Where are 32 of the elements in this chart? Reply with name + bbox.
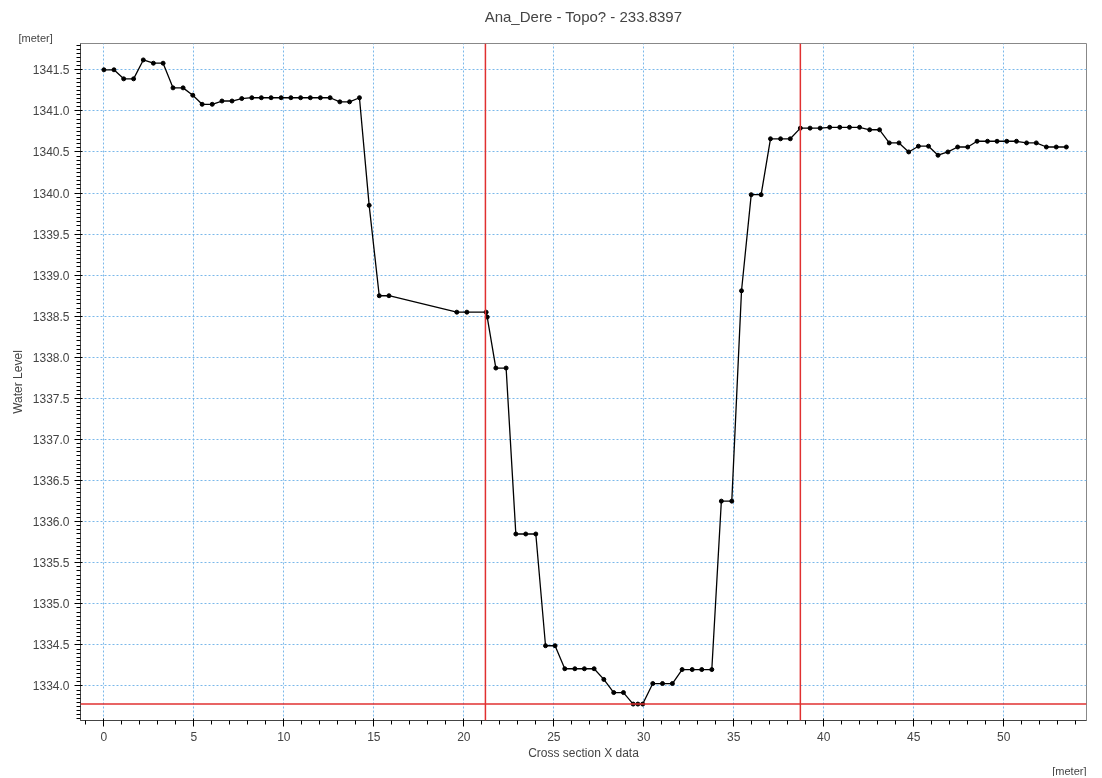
x-tick-label: 50 bbox=[997, 729, 1011, 744]
x-tick-label: 15 bbox=[367, 729, 381, 744]
y-tick-label: 1337.5 bbox=[32, 391, 70, 406]
x-tick-label: 30 bbox=[637, 729, 651, 744]
y-axis-title: Water Level bbox=[10, 350, 25, 414]
y-tick-label: 1339.5 bbox=[32, 227, 70, 242]
y-tick-label: 1335.5 bbox=[32, 556, 70, 571]
y-tick-label: 1340.5 bbox=[32, 145, 70, 160]
x-axis-title: Cross section X data bbox=[528, 745, 640, 760]
x-tick-label: 0 bbox=[100, 729, 108, 744]
x-tick-label: 40 bbox=[817, 729, 831, 744]
y-tick-label: 1341.5 bbox=[32, 63, 70, 78]
x-tick-label: 35 bbox=[727, 729, 741, 744]
y-tick-label: 1339.0 bbox=[32, 268, 70, 283]
x-tick-label: 20 bbox=[457, 729, 471, 744]
text: [meter] bbox=[18, 31, 53, 44]
y-tick-label: 1334.5 bbox=[32, 638, 70, 653]
y-tick-label: 1336.5 bbox=[32, 474, 70, 489]
x-tick-label: 25 bbox=[547, 729, 561, 744]
y-tick-label: 1338.5 bbox=[32, 309, 70, 324]
y-tick-label: 1334.0 bbox=[32, 679, 70, 694]
x-tick-label: 10 bbox=[277, 729, 291, 744]
y-tick-label: 1340.0 bbox=[32, 186, 70, 201]
y-tick-label: 1336.0 bbox=[32, 515, 70, 530]
x-tick-label: 5 bbox=[190, 729, 198, 744]
y-tick-label: 1335.0 bbox=[32, 597, 70, 612]
y-tick-label: 1341.0 bbox=[32, 104, 70, 119]
y-tick-label: 1337.0 bbox=[32, 433, 70, 448]
y-tick-label: 1338.0 bbox=[32, 350, 70, 365]
chart-title: Ana_Dere - Topo? - 233.8397 bbox=[484, 7, 683, 25]
text: [meter] bbox=[1052, 764, 1087, 777]
x-tick-label: 45 bbox=[907, 729, 921, 744]
